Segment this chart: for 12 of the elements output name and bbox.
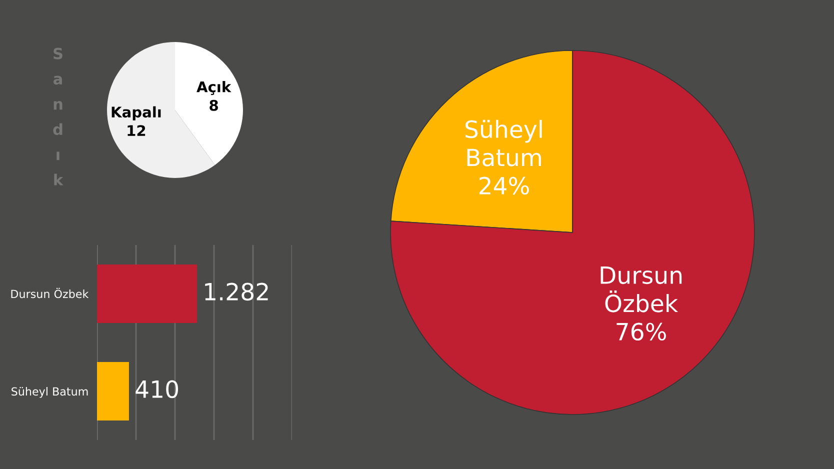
slice-label: Kapalı: [112, 106, 161, 120]
pie-slice: [390, 50, 755, 415]
data-label: 410: [136, 380, 178, 398]
slice-label: Dursun Özbek: [600, 266, 682, 312]
data-label: 1.282: [205, 282, 268, 301]
slice-label: Açık: [196, 81, 232, 95]
slice-label: Süheyl Batum: [466, 120, 542, 166]
data-label: 8: [210, 100, 218, 111]
data-label: 24%: [479, 176, 529, 195]
data-label: 12: [128, 125, 146, 136]
pie-slice: [175, 42, 243, 166]
data-label: 76%: [616, 322, 666, 341]
